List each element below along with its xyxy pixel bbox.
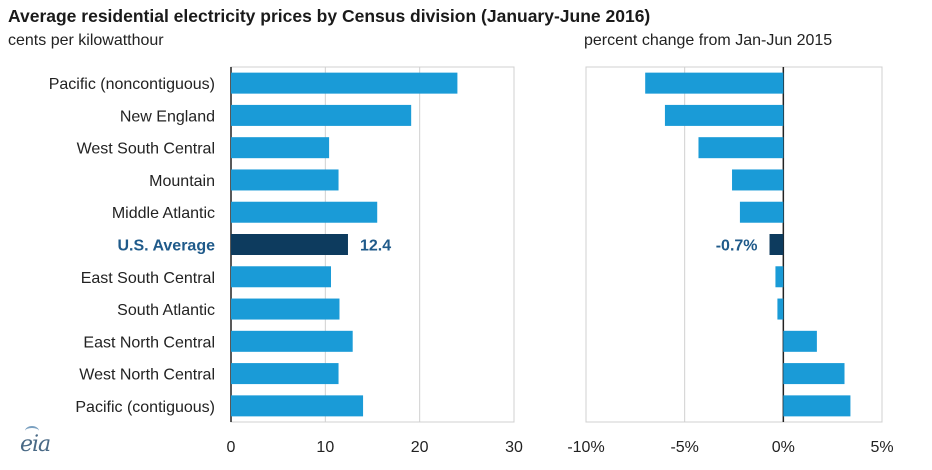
change-panel: -10% -5% 0% 5% -0.7% xyxy=(567,66,894,456)
change-bar-u-s-average xyxy=(769,234,784,255)
category-label-new-england: New England xyxy=(120,108,215,125)
category-label-south-atlantic: South Atlantic xyxy=(117,302,215,319)
change-tick-label: 0% xyxy=(772,439,795,456)
price-bar-new-england xyxy=(231,104,412,126)
change-bar-pacific-contiguous xyxy=(783,395,851,417)
eia-logo-swoosh xyxy=(25,426,39,436)
change-bar-west-south-central xyxy=(698,137,784,159)
category-label-east-north-central: East North Central xyxy=(83,334,215,351)
category-label-west-north-central: West North Central xyxy=(79,367,215,384)
change-bar-pacific-noncontiguous xyxy=(645,72,784,94)
price-bar-west-south-central xyxy=(231,137,330,159)
right-panel-subtitle: percent change from Jan-Jun 2015 xyxy=(584,32,833,49)
price-bar-west-north-central xyxy=(231,363,339,385)
change-bar-east-north-central xyxy=(783,330,817,352)
price-bar-middle-atlantic xyxy=(231,201,378,223)
price-bar-u-s-average xyxy=(231,234,348,255)
price-bar-pacific-noncontiguous xyxy=(231,72,458,94)
price-tick-label: 0 xyxy=(227,439,236,456)
eia-logo-text: eia xyxy=(20,432,51,457)
left-panel-subtitle: cents per kilowatthour xyxy=(8,32,164,49)
change-bar-south-atlantic xyxy=(777,298,784,320)
category-label-middle-atlantic: Middle Atlantic xyxy=(112,205,215,222)
change-bar-east-south-central xyxy=(775,266,784,288)
eia-logo: eia xyxy=(20,426,51,457)
change-bar-west-north-central xyxy=(783,363,845,385)
change-bar-mountain xyxy=(732,169,784,191)
change-bar-new-england xyxy=(664,104,784,126)
chart-title: Average residential electricity prices b… xyxy=(8,6,651,26)
change-tick-label: -10% xyxy=(567,439,604,456)
price-bar-pacific-contiguous xyxy=(231,395,364,417)
category-label-west-south-central: West South Central xyxy=(77,141,215,158)
change-bar-middle-atlantic xyxy=(739,201,784,223)
price-bar-east-north-central xyxy=(231,330,353,352)
price-panel: 0 10 20 30 Pacific (noncontiguous) New Englan… xyxy=(49,66,523,456)
category-label-east-south-central: East South Central xyxy=(81,270,215,287)
price-tick-label: 30 xyxy=(505,439,523,456)
price-bar-east-south-central xyxy=(231,266,331,288)
category-label-u-s-average: U.S. Average xyxy=(117,238,215,255)
category-label-pacific-contiguous: Pacific (contiguous) xyxy=(75,399,215,416)
change-tick-label: -5% xyxy=(670,439,698,456)
price-data-label-u-s-average: 12.4 xyxy=(360,238,391,255)
change-data-label-u-s-average: -0.7% xyxy=(716,238,758,255)
change-tick-label: 5% xyxy=(870,439,893,456)
category-label-mountain: Mountain xyxy=(149,173,215,190)
price-bar-mountain xyxy=(231,169,339,191)
price-tick-label: 10 xyxy=(316,439,334,456)
price-tick-label: 20 xyxy=(411,439,429,456)
price-bar-south-atlantic xyxy=(231,298,340,320)
category-label-pacific-noncontiguous: Pacific (noncontiguous) xyxy=(49,76,215,93)
